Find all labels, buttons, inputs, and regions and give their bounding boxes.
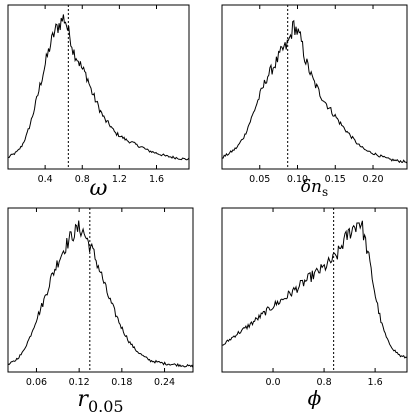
delta-ns-histogram-line (222, 19, 408, 164)
delta-ns-xtick-label: 0.15 (325, 174, 346, 185)
omega-xtick-label: 0.8 (75, 174, 90, 185)
delta-ns-axis-label: δns (301, 177, 328, 199)
r005-xtick-label: 0.24 (154, 377, 175, 388)
r005-panel: 0.06 0.12 0.18 0.24 r0.05 (7, 207, 194, 416)
phi-panel: 0.0 0.8 1.6 ϕ (221, 207, 408, 410)
phi-xtick-label: 0.0 (265, 377, 280, 388)
r005-xtick-label: 0.06 (26, 377, 47, 388)
phi-xtick-label: 1.6 (368, 377, 383, 388)
r005-axes-frame (7, 207, 194, 373)
delta-ns-axis-label-sub: s (322, 185, 328, 199)
phi-axes-frame (221, 207, 408, 373)
omega-axis-label: ω (90, 176, 108, 201)
omega-panel: 0.4 0.8 1.2 1.6 ω (7, 4, 190, 201)
delta-ns-axes-frame (221, 4, 408, 170)
omega-xtick-label: 0.4 (38, 174, 53, 185)
phi-axis-label: ϕ (308, 386, 322, 410)
phi-histogram-line (222, 220, 408, 359)
delta-ns-panel: 0.05 0.10 0.15 0.20 δns (221, 4, 408, 199)
r005-histogram-line (7, 220, 194, 368)
delta-ns-xtick-label: 0.05 (249, 174, 270, 185)
r005-xtick-label: 0.12 (69, 377, 90, 388)
omega-histogram-line (7, 14, 190, 161)
r005-xtick-label: 0.18 (111, 377, 132, 388)
r005-axis-label: r0.05 (77, 387, 123, 416)
delta-ns-xtick-label: 0.20 (362, 174, 383, 185)
omega-xtick-label: 1.6 (149, 174, 164, 185)
r005-axis-label-sub: 0.05 (88, 397, 124, 416)
omega-axes-frame (7, 4, 190, 170)
omega-xtick-label: 1.2 (112, 174, 127, 185)
phi-xtick-label: 0.8 (317, 377, 332, 388)
delta-ns-xtick-label: 0.10 (287, 174, 308, 185)
